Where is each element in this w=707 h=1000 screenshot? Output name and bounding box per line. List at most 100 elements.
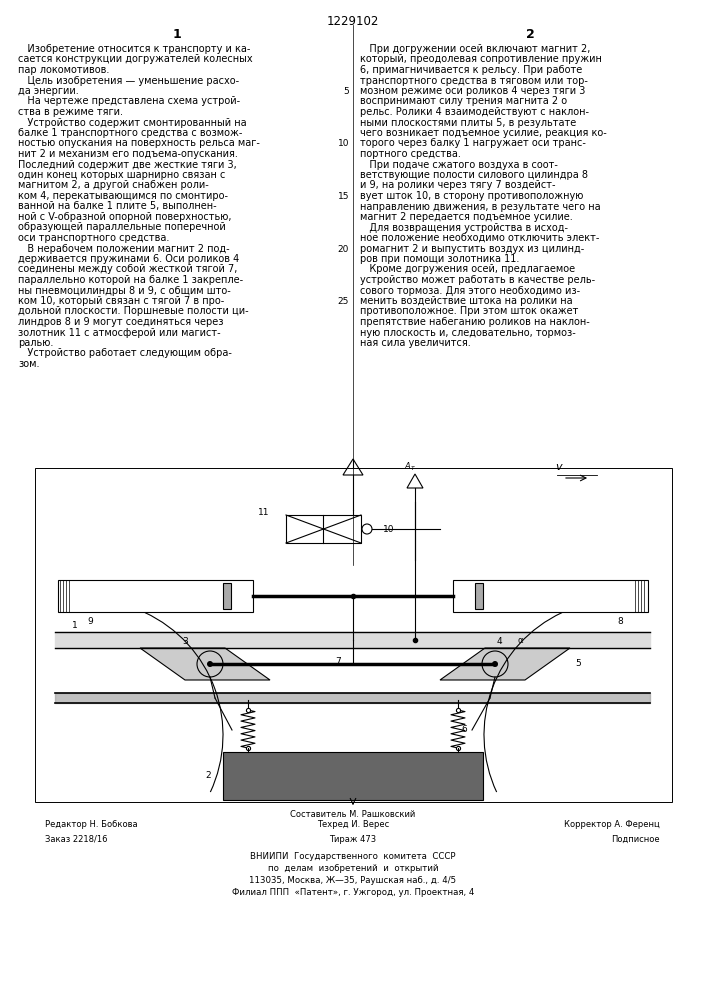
Text: нит 2 и механизм его подъема-опускания.: нит 2 и механизм его подъема-опускания.: [18, 149, 238, 159]
Text: 2: 2: [205, 772, 211, 780]
Bar: [223, 583, 231, 609]
Text: 113035, Москва, Ж—35, Раушская наб., д. 4/5: 113035, Москва, Ж—35, Раушская наб., д. …: [250, 876, 457, 885]
Text: ком 10, который связан с тягой 7 в про-: ком 10, который связан с тягой 7 в про-: [18, 296, 224, 306]
Bar: [475, 583, 483, 609]
Text: один конец которых шарнирно связан с: один конец которых шарнирно связан с: [18, 170, 226, 180]
Text: $v$: $v$: [555, 462, 563, 472]
Text: линдров 8 и 9 могут соединяться через: линдров 8 и 9 могут соединяться через: [18, 317, 223, 327]
Text: 11: 11: [258, 508, 269, 517]
Text: по  делам  изобретений  и  открытий: по делам изобретений и открытий: [268, 864, 438, 873]
Text: рельс. Ролики 4 взаимодействуют с наклон-: рельс. Ролики 4 взаимодействуют с наклон…: [360, 107, 589, 117]
Text: держивается пружинами 6. Оси роликов 4: держивается пружинами 6. Оси роликов 4: [18, 254, 239, 264]
Text: соединены между собой жесткой тягой 7,: соединены между собой жесткой тягой 7,: [18, 264, 238, 274]
Text: ностью опускания на поверхность рельса маг-: ностью опускания на поверхность рельса м…: [18, 138, 260, 148]
Text: зом.: зом.: [18, 359, 40, 369]
Text: магнит 2 передается подъемное усилие.: магнит 2 передается подъемное усилие.: [360, 212, 573, 222]
Text: ком 4, перекатывающимся по смонтиро-: ком 4, перекатывающимся по смонтиро-: [18, 191, 228, 201]
Text: мозном режиме оси роликов 4 через тяги 3: мозном режиме оси роликов 4 через тяги 3: [360, 86, 585, 96]
Text: и 9, на ролики через тягу 7 воздейст-: и 9, на ролики через тягу 7 воздейст-: [360, 180, 556, 190]
Text: ная сила увеличится.: ная сила увеличится.: [360, 338, 471, 348]
Text: 6, примагничивается к рельсу. При работе: 6, примагничивается к рельсу. При работе: [360, 65, 583, 75]
Text: менить воздействие штока на ролики на: менить воздействие штока на ролики на: [360, 296, 573, 306]
Text: 2: 2: [525, 28, 534, 41]
Text: ралью.: ралью.: [18, 338, 53, 348]
Text: На чертеже представлена схема устрой-: На чертеже представлена схема устрой-: [18, 97, 240, 106]
Bar: [286, 515, 361, 543]
Text: транспортного средства в тяговом или тор-: транспортного средства в тяговом или тор…: [360, 76, 588, 86]
Text: ванной на балке 1 плите 5, выполнен-: ванной на балке 1 плите 5, выполнен-: [18, 202, 216, 212]
Text: 4: 4: [497, 637, 503, 646]
Text: чего возникает подъемное усилие, реакция ко-: чего возникает подъемное усилие, реакция…: [360, 128, 607, 138]
Text: ромагнит 2 и выпустить воздух из цилинд-: ромагнит 2 и выпустить воздух из цилинд-: [360, 243, 584, 253]
Text: противоположное. При этом шток окажет: противоположное. При этом шток окажет: [360, 306, 578, 316]
Text: Филиал ППП  «Патент», г. Ужгород, ул. Проектная, 4: Филиал ППП «Патент», г. Ужгород, ул. Про…: [232, 888, 474, 897]
Text: $A_T$: $A_T$: [404, 460, 416, 473]
Text: торого через балку 1 нагружает оси транс-: торого через балку 1 нагружает оси транс…: [360, 138, 586, 148]
Text: препятствие набеганию роликов на наклон-: препятствие набеганию роликов на наклон-: [360, 317, 590, 327]
Text: При догружении осей включают магнит 2,: При догружении осей включают магнит 2,: [360, 44, 590, 54]
Text: 1: 1: [173, 28, 182, 41]
Text: Тираж 473: Тираж 473: [329, 835, 377, 844]
Text: 10: 10: [383, 524, 395, 534]
Polygon shape: [140, 648, 270, 680]
Text: ное положение необходимо отключить элект-: ное положение необходимо отключить элект…: [360, 233, 600, 243]
Text: вует шток 10, в сторону противоположную: вует шток 10, в сторону противоположную: [360, 191, 583, 201]
Text: сается конструкции догружателей колесных: сается конструкции догружателей колесных: [18, 54, 252, 64]
Text: Составитель М. Рашковский: Составитель М. Рашковский: [291, 810, 416, 819]
Text: ВНИИПИ  Государственного  комитета  СССР: ВНИИПИ Государственного комитета СССР: [250, 852, 456, 861]
Text: ную плоскость и, следовательно, тормоз-: ную плоскость и, следовательно, тормоз-: [360, 328, 575, 338]
Text: Устройство содержит смонтированный на: Устройство содержит смонтированный на: [18, 117, 247, 127]
Text: Техред И. Верес: Техред И. Верес: [317, 820, 389, 829]
Text: В нерабочем положении магнит 2 под-: В нерабочем положении магнит 2 под-: [18, 243, 230, 253]
Text: 15: 15: [337, 192, 349, 201]
Circle shape: [492, 661, 498, 667]
Text: α: α: [518, 636, 523, 645]
Text: Редактор Н. Бобкова: Редактор Н. Бобкова: [45, 820, 138, 829]
Text: Последний содержит две жесткие тяги 3,: Последний содержит две жесткие тяги 3,: [18, 159, 237, 169]
Polygon shape: [440, 648, 570, 680]
Text: образующей параллельные поперечной: образующей параллельные поперечной: [18, 223, 226, 232]
Bar: [223, 752, 483, 800]
Text: ны пневмоцилиндры 8 и 9, с общим што-: ны пневмоцилиндры 8 и 9, с общим што-: [18, 286, 230, 296]
Text: параллельно которой на балке 1 закрепле-: параллельно которой на балке 1 закрепле-: [18, 275, 243, 285]
Text: который, преодолевая сопротивление пружин: который, преодолевая сопротивление пружи…: [360, 54, 602, 64]
Text: 5: 5: [575, 660, 580, 668]
Text: балке 1 транспортного средства с возмож-: балке 1 транспортного средства с возмож-: [18, 128, 243, 138]
Bar: [453, 580, 648, 612]
Text: При подаче сжатого воздуха в соот-: При подаче сжатого воздуха в соот-: [360, 159, 558, 169]
Text: 10: 10: [337, 139, 349, 148]
Text: сового тормоза. Для этого необходимо из-: сового тормоза. Для этого необходимо из-: [360, 286, 580, 296]
Text: ветствующие полости силового цилиндра 8: ветствующие полости силового цилиндра 8: [360, 170, 588, 180]
Text: дольной плоскости. Поршневые полости ци-: дольной плоскости. Поршневые полости ци-: [18, 306, 249, 316]
Text: ров при помощи золотника 11.: ров при помощи золотника 11.: [360, 254, 520, 264]
Bar: [58, 580, 253, 612]
Text: ной с V-образной опорной поверхностью,: ной с V-образной опорной поверхностью,: [18, 212, 231, 222]
Text: Изобретение относится к транспорту и ка-: Изобретение относится к транспорту и ка-: [18, 44, 250, 54]
Bar: [35, 468, 672, 802]
Text: да энергии.: да энергии.: [18, 86, 78, 96]
Text: Заказ 2218/16: Заказ 2218/16: [45, 835, 107, 844]
Text: 5: 5: [344, 87, 349, 96]
Text: ства в режиме тяги.: ства в режиме тяги.: [18, 107, 123, 117]
Text: ными плоскостями плиты 5, в результате: ными плоскостями плиты 5, в результате: [360, 117, 576, 127]
Text: Кроме догружения осей, предлагаемое: Кроме догружения осей, предлагаемое: [360, 264, 575, 274]
Text: магнитом 2, а другой снабжен роли-: магнитом 2, а другой снабжен роли-: [18, 180, 209, 190]
Text: Корректор А. Ференц: Корректор А. Ференц: [564, 820, 660, 829]
Text: 20: 20: [338, 244, 349, 253]
Circle shape: [207, 661, 213, 667]
Text: Подписное: Подписное: [612, 835, 660, 844]
Text: направлению движения, в результате чего на: направлению движения, в результате чего …: [360, 202, 601, 212]
Text: золотник 11 с атмосферой или магист-: золотник 11 с атмосферой или магист-: [18, 328, 221, 338]
Text: Цель изобретения — уменьшение расхо-: Цель изобретения — уменьшение расхо-: [18, 76, 239, 86]
Text: 1229102: 1229102: [327, 15, 379, 28]
Text: 6: 6: [461, 724, 467, 734]
Text: 7: 7: [335, 658, 341, 666]
Text: 8: 8: [617, 617, 623, 626]
Text: пар локомотивов.: пар локомотивов.: [18, 65, 110, 75]
Text: устройство может работать в качестве рель-: устройство может работать в качестве рел…: [360, 275, 595, 285]
Text: 3: 3: [182, 637, 188, 646]
Text: 1: 1: [72, 621, 78, 630]
Text: Для возвращения устройства в исход-: Для возвращения устройства в исход-: [360, 223, 568, 233]
Text: 9: 9: [87, 617, 93, 626]
Text: 25: 25: [338, 297, 349, 306]
